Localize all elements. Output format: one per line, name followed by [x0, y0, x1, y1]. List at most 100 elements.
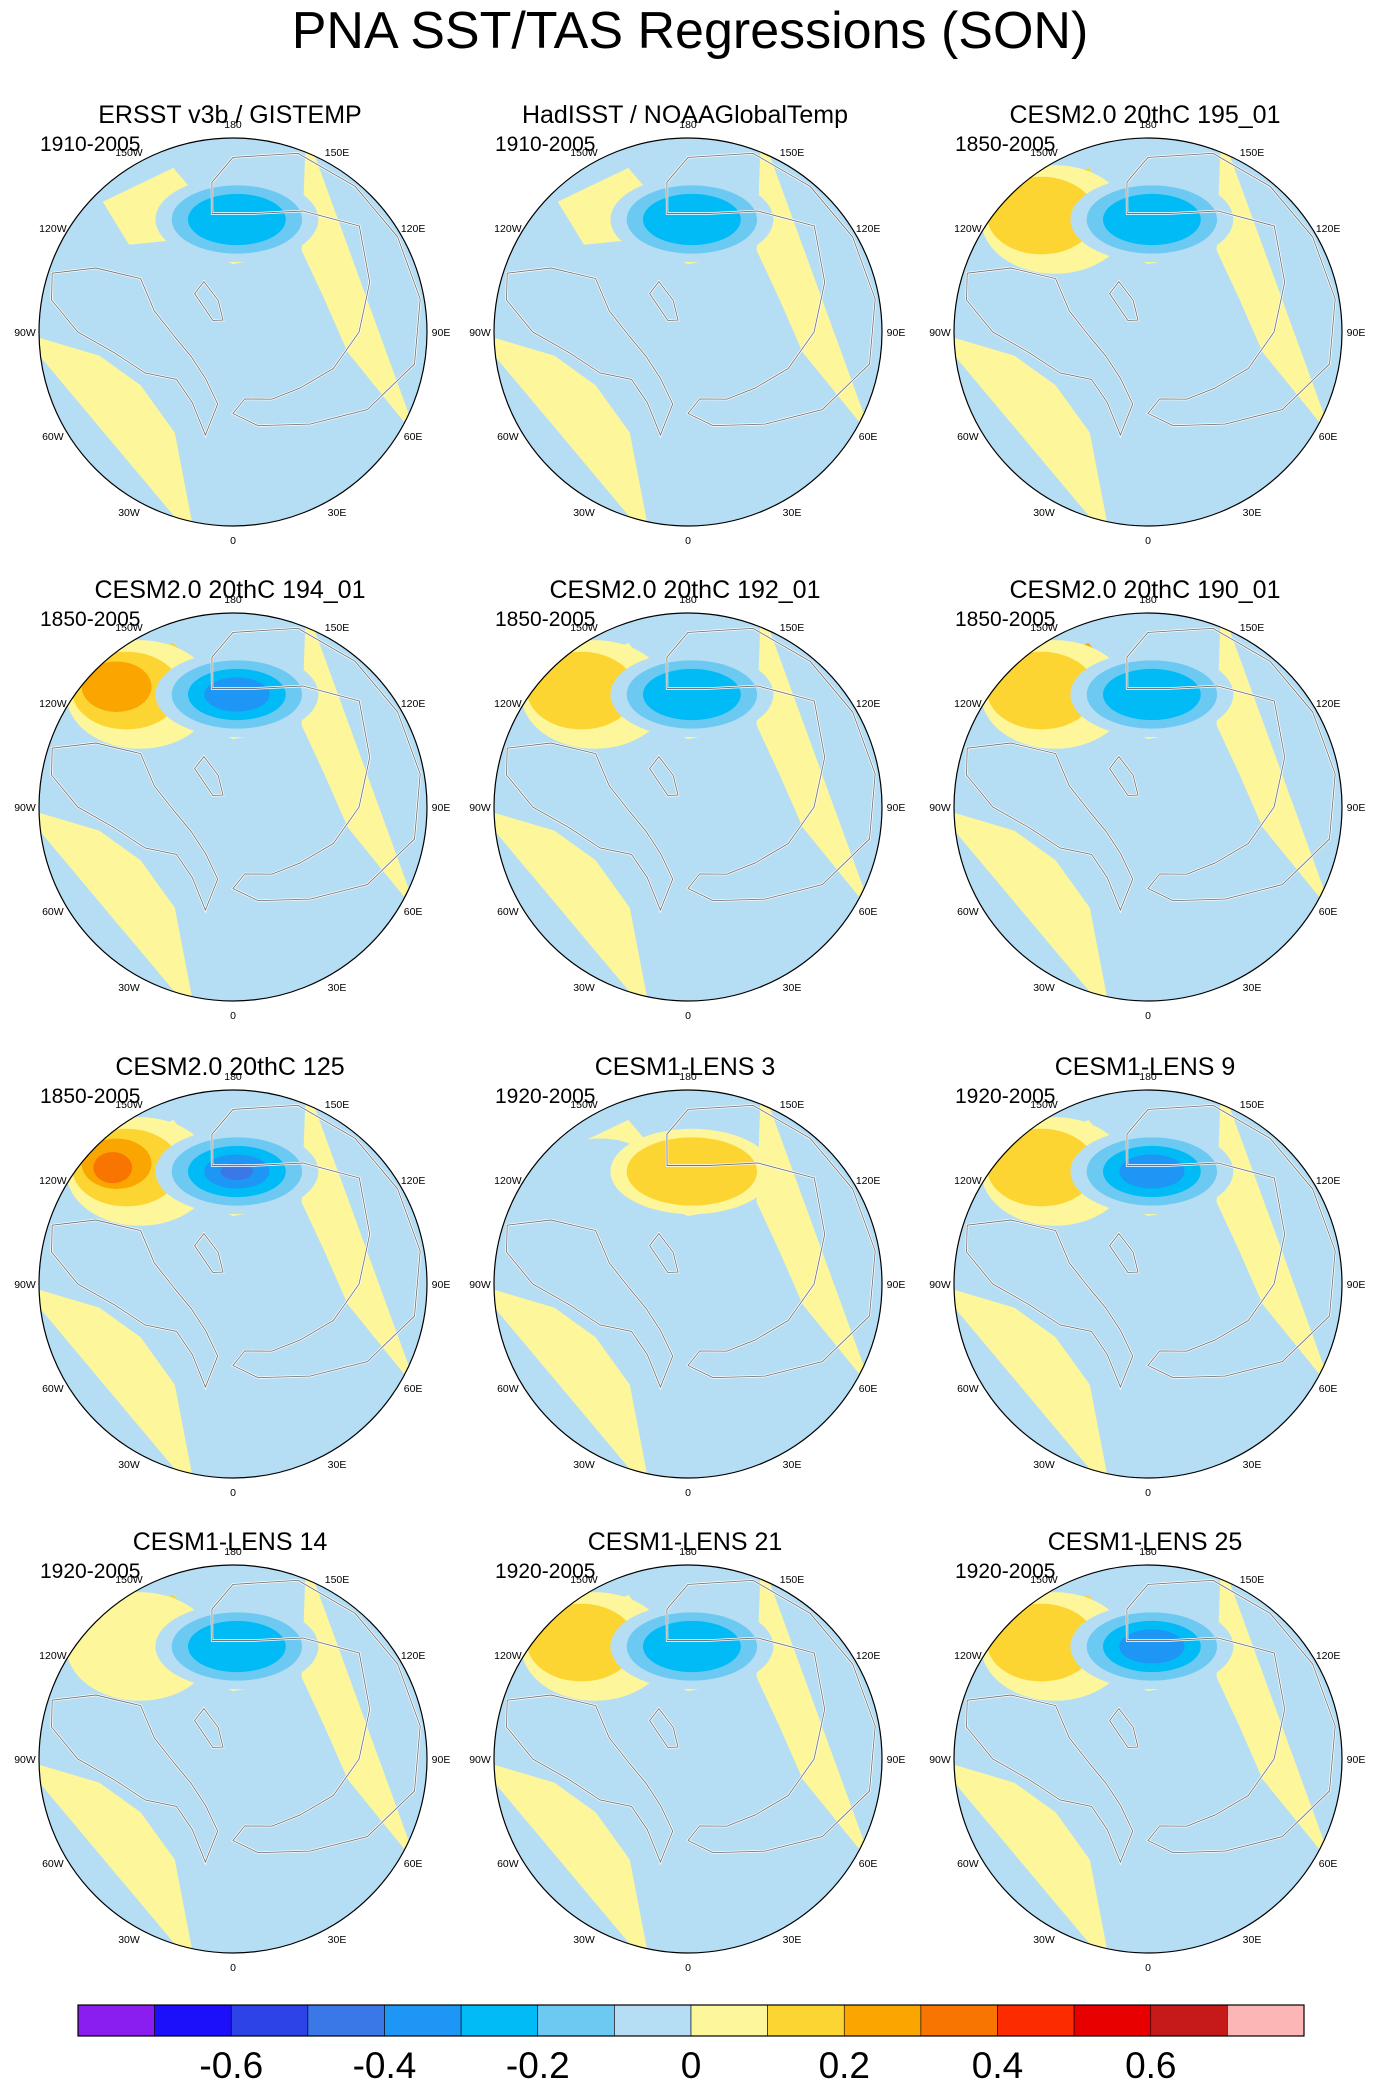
field-region	[494, 807, 651, 1001]
coastline	[506, 742, 674, 912]
coastline	[211, 1104, 421, 1379]
field-region	[1216, 138, 1333, 439]
longitude-label: 60W	[497, 906, 519, 918]
colorbar-swatch	[460, 2004, 539, 2037]
longitude-label: 180	[1139, 1546, 1157, 1558]
map-panel: 180 150E 120E 90E 60E 30E 0 30W 60W 90W 120W 150W CE…	[915, 545, 1375, 1021]
longitude-label: 120W	[954, 1175, 982, 1187]
longitude-label: 150E	[325, 147, 350, 159]
longitude-label: 150W	[115, 1574, 143, 1586]
longitude-label: 150W	[570, 147, 598, 159]
map-panel: 180 150E 120E 90E 60E 30E 0 30W 60W 90W 120W 150W CE…	[0, 545, 460, 1021]
pacific-warm-anomaly	[81, 661, 152, 712]
longitude-label: 30W	[1033, 1934, 1055, 1946]
longitude-label: 30E	[783, 982, 802, 994]
longitude-label: 180	[679, 1546, 697, 1558]
field-region	[301, 138, 418, 439]
field-region	[1216, 613, 1333, 914]
colorbar-swatch	[767, 2004, 845, 2037]
panel-title: CESM1-LENS 3	[594, 1053, 776, 1081]
field-region	[39, 332, 196, 526]
longitude-label: 60E	[404, 1858, 423, 1870]
longitude-label: 0	[1145, 1010, 1151, 1021]
longitude-label: 150E	[780, 1574, 805, 1586]
longitude-label: 150W	[570, 1574, 598, 1586]
longitude-label: 120E	[856, 698, 881, 710]
field-region	[756, 613, 873, 914]
map-border	[493, 612, 883, 1002]
longitude-label: 180	[224, 594, 242, 606]
map-border	[493, 137, 883, 527]
longitude-label: 60W	[42, 1383, 64, 1395]
polar-map: 180 150E 120E 90E 60E 30E 0 30W 60W 90W 120W 150W	[469, 1546, 906, 1973]
longitude-label: 30W	[1033, 507, 1055, 519]
longitude-label: 90E	[887, 1279, 906, 1291]
longitude-label: 150W	[1030, 622, 1058, 634]
longitude-label: 30W	[1033, 982, 1055, 994]
colorbar-swatch	[1227, 2004, 1305, 2037]
colorbar-swatch	[77, 2004, 155, 2037]
coastline	[506, 1219, 674, 1389]
longitude-label: 30W	[573, 1459, 595, 1471]
colorbar-swatch	[1073, 2004, 1152, 2037]
longitude-label: 90E	[887, 1754, 906, 1766]
longitude-label: 0	[685, 1487, 691, 1498]
longitude-label: 30W	[1033, 1459, 1055, 1471]
panel-title: ERSST v3b / GISTEMP	[98, 101, 362, 129]
longitude-label: 0	[685, 1010, 691, 1021]
longitude-label: 90W	[929, 327, 951, 339]
longitude-label: 30E	[783, 507, 802, 519]
longitude-label: 30E	[1243, 1934, 1262, 1946]
longitude-label: 60W	[42, 906, 64, 918]
longitude-label: 0	[1145, 535, 1151, 546]
coastline	[211, 627, 421, 902]
coastline	[51, 742, 219, 912]
colorbar-label: -0.4	[353, 2045, 417, 2086]
panel-period: 1850-2005	[40, 1085, 141, 1108]
map-border	[953, 1089, 1343, 1479]
longitude-label: 120E	[1316, 1175, 1341, 1187]
longitude-label: 60W	[42, 1858, 64, 1870]
longitude-label: 30E	[328, 507, 347, 519]
longitude-label: 150E	[325, 1574, 350, 1586]
longitude-label: 0	[685, 1962, 691, 1973]
pacific-warm-anomaly	[986, 651, 1096, 730]
longitude-label: 150E	[1240, 147, 1265, 159]
coastline	[506, 267, 674, 437]
pacific-warm-anomaly	[526, 1603, 636, 1682]
panel-period: 1920-2005	[955, 1085, 1056, 1108]
panel-title: CESM1-LENS 14	[132, 1528, 328, 1556]
field-region	[756, 1565, 873, 1866]
coastline	[649, 280, 679, 321]
longitude-label: 120W	[39, 223, 67, 235]
colorbar-label: 0.2	[819, 2045, 870, 2086]
longitude-label: 60E	[1319, 1383, 1338, 1395]
longitude-label: 90E	[1347, 1279, 1366, 1291]
polar-map: 180 150E 120E 90E 60E 30E 0 30W 60W 90W 120W 150W	[929, 594, 1365, 1021]
longitude-label: 90E	[432, 802, 451, 814]
longitude-label: 60E	[859, 1383, 878, 1395]
longitude-label: 90W	[469, 1754, 491, 1766]
polar-map: 180 150E 120E 90E 60E 30E 0 30W 60W 90W 120W 150W	[469, 1071, 906, 1498]
map-border	[953, 1564, 1343, 1954]
panel-title: CESM1-LENS 9	[1054, 1053, 1236, 1081]
polar-map: 180 150E 120E 90E 60E 30E 0 30W 60W 90W 120W 150W	[14, 594, 451, 1021]
colorbar-swatch	[384, 2004, 462, 2037]
colorbar-label: 0.4	[972, 2045, 1023, 2086]
longitude-label: 60W	[497, 1858, 519, 1870]
longitude-label: 120W	[39, 698, 67, 710]
colorbar-swatch	[1150, 2004, 1228, 2037]
map-border	[953, 612, 1343, 1002]
longitude-label: 150W	[570, 622, 598, 634]
colorbar-swatch	[230, 2004, 309, 2037]
longitude-label: 30E	[328, 982, 347, 994]
panel-period: 1920-2005	[495, 1085, 596, 1108]
longitude-label: 60W	[957, 906, 979, 918]
coastline	[1109, 280, 1139, 321]
longitude-label: 90E	[1347, 1754, 1366, 1766]
main-title: PNA SST/TAS Regressions (SON)	[291, 2, 1089, 60]
coastline	[666, 627, 876, 902]
longitude-label: 150E	[780, 147, 805, 159]
map-border	[38, 1089, 428, 1479]
pacific-warm-anomaly	[526, 651, 636, 730]
